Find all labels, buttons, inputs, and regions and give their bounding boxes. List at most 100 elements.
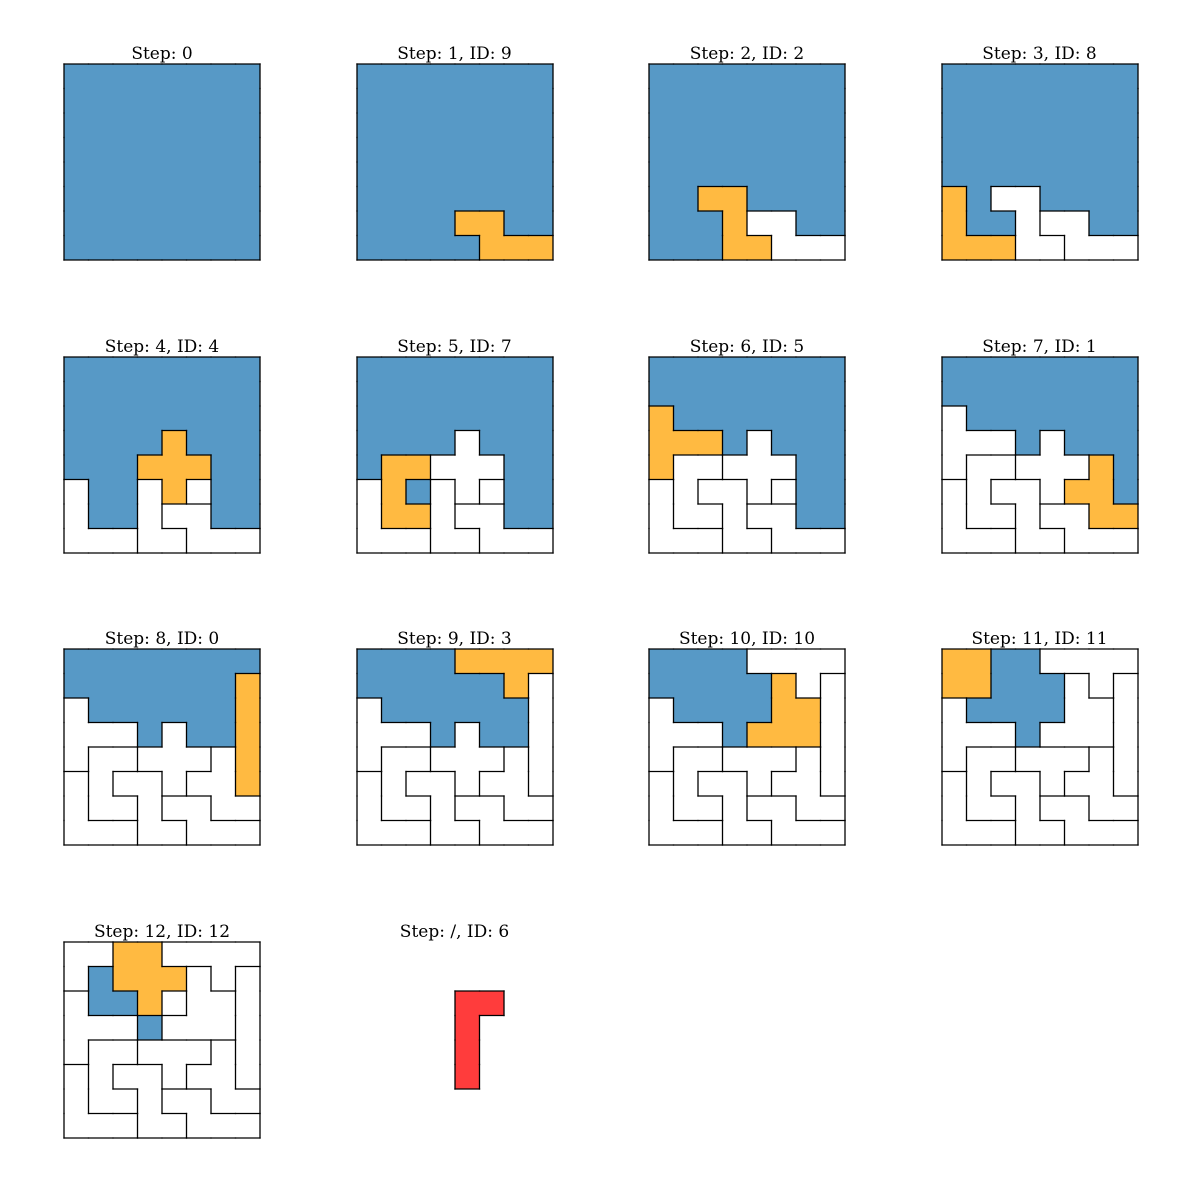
- filled-cell: [64, 1039, 89, 1065]
- filled-cell: [990, 454, 1016, 480]
- current-piece-cell: [137, 990, 163, 1016]
- empty-cell: [186, 356, 212, 382]
- filled-cell: [162, 941, 187, 967]
- empty-cell: [479, 430, 504, 455]
- empty-cell: [113, 673, 138, 699]
- empty-cell: [941, 381, 967, 406]
- filled-cell: [990, 528, 1016, 553]
- empty-cell: [405, 430, 431, 455]
- current-piece-cell: [966, 649, 991, 674]
- empty-cell: [186, 235, 212, 261]
- filled-cell: [1113, 796, 1138, 821]
- empty-cell: [1113, 430, 1138, 455]
- filled-cell: [966, 454, 991, 480]
- empty-cell: [88, 503, 114, 529]
- puzzle-board: [63, 940, 261, 1139]
- step-title: Step: 10, ID: 10: [678, 629, 816, 649]
- empty-cell: [1064, 405, 1089, 431]
- puzzle-board: [63, 648, 261, 846]
- empty-cell: [186, 381, 212, 406]
- filled-cell: [698, 503, 723, 529]
- current-piece-cell: [162, 479, 187, 504]
- empty-cell: [528, 356, 553, 382]
- empty-cell: [430, 649, 455, 674]
- empty-cell: [747, 137, 772, 163]
- step-panel: Step: 6, ID: 5: [601, 309, 893, 601]
- empty-cell: [381, 137, 406, 163]
- filled-cell: [88, 796, 114, 821]
- filled-cell: [649, 796, 674, 821]
- empty-cell: [479, 698, 504, 723]
- empty-cell: [430, 64, 455, 89]
- filled-cell: [673, 503, 699, 529]
- empty-cell: [430, 186, 455, 212]
- empty-cell: [1015, 137, 1040, 163]
- empty-cell: [673, 235, 699, 261]
- filled-cell: [186, 747, 212, 772]
- current-piece-cell: [1064, 479, 1089, 504]
- filled-cell: [771, 528, 797, 553]
- empty-cell: [113, 88, 138, 114]
- empty-cell: [1015, 430, 1040, 455]
- empty-cell: [820, 381, 846, 406]
- empty-cell: [381, 405, 406, 431]
- empty-cell: [430, 356, 455, 382]
- empty-cell: [137, 405, 163, 431]
- filled-cell: [966, 479, 991, 504]
- filled-cell: [722, 796, 748, 821]
- empty-cell: [528, 186, 553, 212]
- empty-cell: [88, 966, 114, 991]
- empty-cell: [673, 113, 699, 138]
- filled-cell: [88, 1015, 114, 1040]
- empty-cell: [405, 381, 431, 406]
- current-piece-cell: [649, 454, 674, 480]
- filled-cell: [186, 528, 212, 553]
- filled-cell: [356, 820, 382, 846]
- empty-cell: [673, 649, 699, 674]
- empty-cell: [990, 405, 1016, 431]
- empty-cell: [771, 186, 797, 212]
- filled-cell: [771, 503, 797, 529]
- step-title: Step: 6, ID: 5: [689, 336, 805, 357]
- empty-cell: [796, 405, 821, 431]
- empty-cell: [722, 698, 748, 723]
- empty-cell: [137, 64, 163, 89]
- empty-cell: [113, 64, 138, 89]
- empty-cell: [186, 113, 212, 138]
- filled-cell: [186, 966, 212, 991]
- filled-cell: [528, 771, 553, 797]
- filled-cell: [113, 796, 138, 821]
- empty-cell: [1113, 356, 1138, 382]
- filled-cell: [1088, 771, 1114, 797]
- puzzle-board: [648, 648, 846, 846]
- empty-cell: [673, 356, 699, 382]
- filled-cell: [113, 1113, 138, 1138]
- filled-cell: [698, 820, 723, 846]
- filled-cell: [430, 479, 455, 504]
- empty-cell: [113, 356, 138, 382]
- empty-cell: [137, 1015, 163, 1040]
- puzzle-board: [63, 355, 261, 554]
- filled-cell: [941, 479, 967, 504]
- empty-cell: [1088, 113, 1114, 138]
- empty-cell: [88, 990, 114, 1016]
- empty-cell: [211, 211, 236, 236]
- empty-cell: [113, 137, 138, 163]
- empty-cell: [722, 381, 748, 406]
- empty-cell: [405, 137, 431, 163]
- empty-cell: [1015, 88, 1040, 114]
- empty-cell: [211, 162, 236, 187]
- empty-cell: [479, 162, 504, 187]
- empty-cell: [211, 186, 236, 212]
- filled-cell: [211, 941, 236, 967]
- empty-cell: [356, 673, 382, 699]
- empty-cell: [454, 381, 480, 406]
- step-title: Step: 1, ID: 9: [397, 44, 512, 64]
- empty-cell: [698, 235, 723, 261]
- current-piece-cell: [186, 454, 212, 480]
- filled-cell: [137, 771, 163, 797]
- filled-cell: [941, 405, 967, 431]
- empty-cell: [1015, 356, 1040, 382]
- empty-cell: [820, 113, 846, 138]
- filled-cell: [1064, 722, 1089, 748]
